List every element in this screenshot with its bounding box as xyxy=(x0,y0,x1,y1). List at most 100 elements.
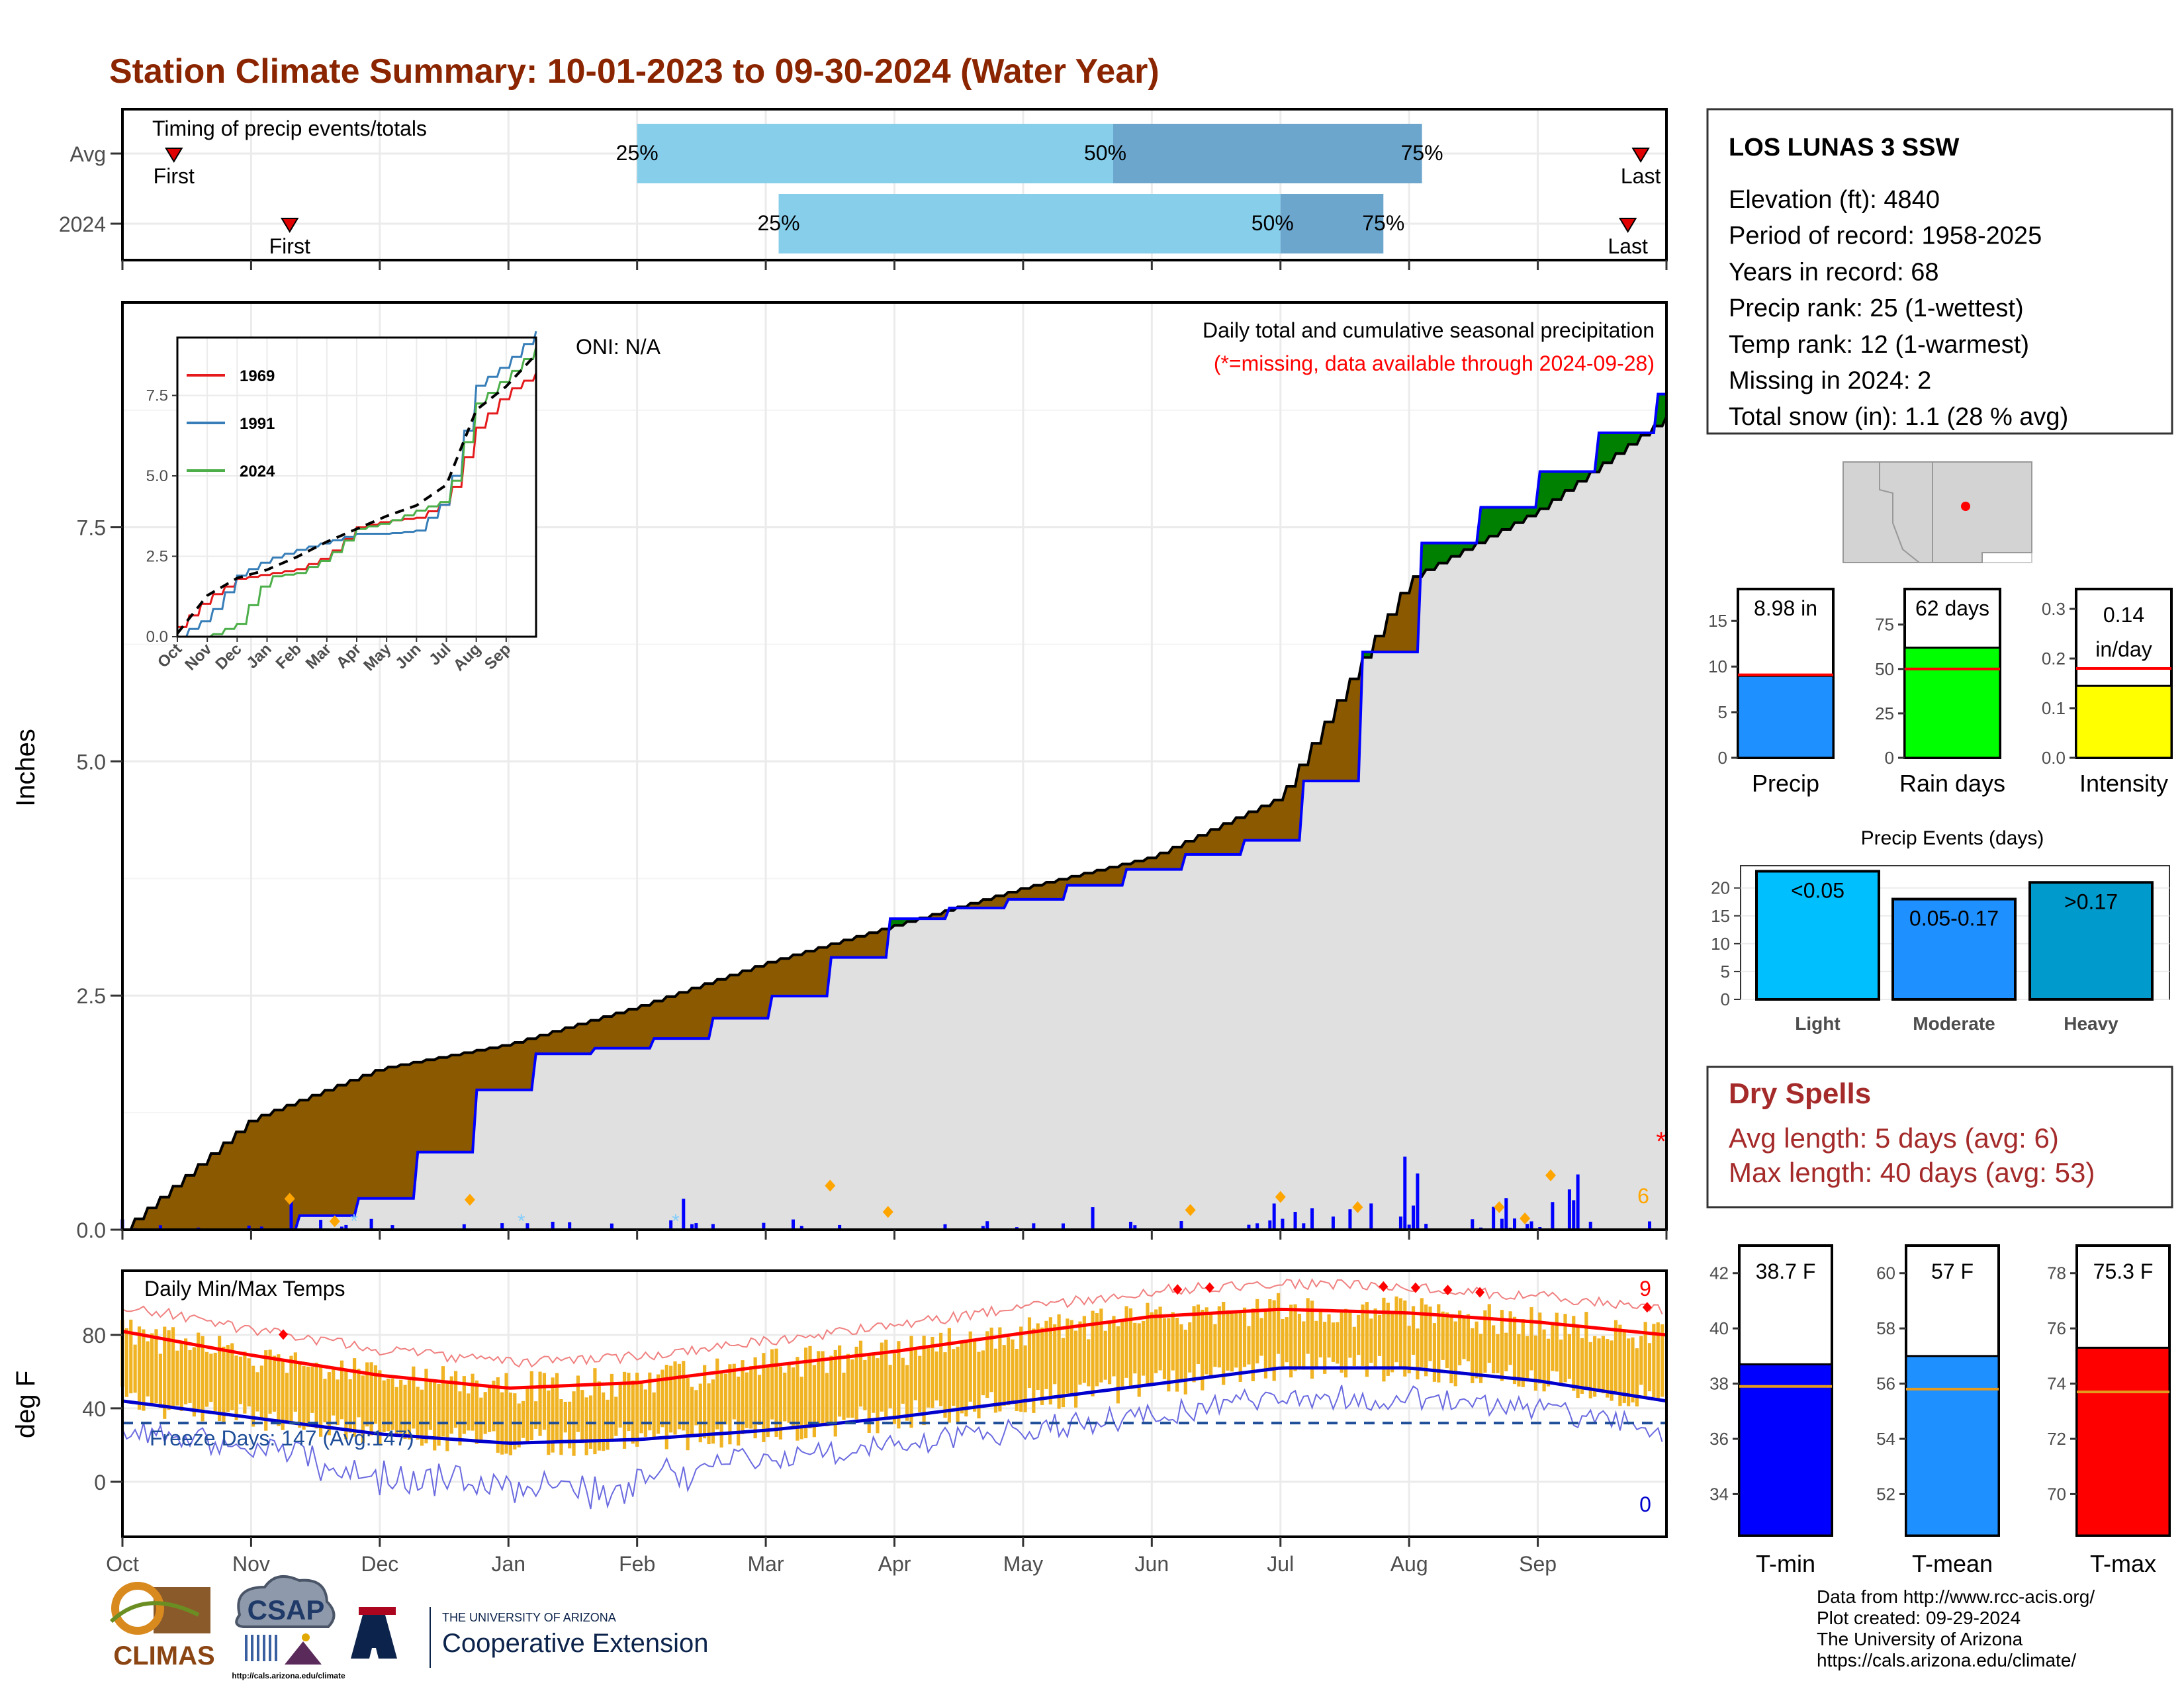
daily-temp-bar xyxy=(690,1387,694,1436)
daily-temp-bar xyxy=(694,1390,698,1425)
daily-temp-bar xyxy=(555,1373,559,1443)
daily-temp-bar xyxy=(445,1381,449,1451)
daily-temp-bar xyxy=(639,1383,643,1433)
temp-summary-fill xyxy=(1906,1356,1999,1535)
temp-summary-ytick-label: 56 xyxy=(1876,1374,1895,1394)
summary-bar-value: 8.98 in xyxy=(1754,596,1817,620)
daily-temp-bar xyxy=(1230,1314,1234,1372)
daily-precip-bar xyxy=(1310,1208,1314,1230)
daily-temp-bar xyxy=(1467,1314,1470,1361)
missing-count: 6 xyxy=(1637,1184,1649,1208)
daily-temp-bar xyxy=(1142,1321,1145,1376)
daily-precip-bar xyxy=(370,1219,373,1230)
summary-ytick-label: 0.1 xyxy=(2042,698,2066,718)
daily-temp-bar xyxy=(829,1355,833,1425)
summary-ytick-label: 10 xyxy=(1708,657,1727,676)
daily-temp-bar xyxy=(1323,1322,1326,1374)
daily-temp-bar xyxy=(745,1373,749,1428)
station-info-line: Temp rank: 12 (1-warmest) xyxy=(1729,331,2029,359)
temp-summary-ytick-label: 78 xyxy=(2047,1263,2066,1283)
daily-temp-bar xyxy=(180,1344,183,1411)
temp-summary-value: 57 F xyxy=(1931,1259,1974,1283)
temp-summary-ytick-label: 38 xyxy=(1709,1374,1729,1394)
timing-pct-25: 25% xyxy=(616,141,659,165)
daily-temp-bar xyxy=(1011,1340,1014,1403)
map-state-newmexico xyxy=(1933,462,2032,563)
precip-ylabel: Inches xyxy=(11,729,40,807)
first-event-label: First xyxy=(154,164,195,188)
daily-temp-bar xyxy=(1445,1312,1449,1368)
daily-precip-bar xyxy=(792,1220,795,1230)
daily-temp-bar xyxy=(209,1353,212,1402)
daily-temp-bar xyxy=(458,1391,461,1445)
daily-temp-bar xyxy=(522,1401,525,1438)
daily-temp-bar xyxy=(678,1364,681,1430)
month-label: Oct xyxy=(106,1552,139,1576)
daily-temp-bar xyxy=(703,1365,706,1439)
temp-panel-label: Daily Min/Max Temps xyxy=(144,1277,345,1301)
temp-summary-ytick-label: 52 xyxy=(1876,1484,1895,1504)
summary-ytick-label: 50 xyxy=(1875,659,1894,679)
daily-temp-bar xyxy=(1277,1293,1280,1354)
daily-temp-bar xyxy=(749,1366,752,1429)
daily-temp-bar xyxy=(1188,1322,1191,1373)
daily-temp-bar xyxy=(1390,1310,1394,1372)
temp-summary-ytick-label: 34 xyxy=(1709,1484,1729,1504)
daily-temp-bar xyxy=(825,1373,829,1426)
daily-temp-bar xyxy=(766,1367,770,1437)
daily-temp-bar xyxy=(310,1367,314,1413)
daily-precip-bar xyxy=(1471,1219,1474,1230)
daily-temp-bar xyxy=(1416,1328,1419,1379)
temp-summary-ytick-label: 70 xyxy=(2047,1484,2066,1504)
month-label: Nov xyxy=(232,1552,270,1576)
daily-temp-bar xyxy=(817,1351,820,1424)
daily-temp-bar xyxy=(1104,1331,1107,1380)
event-category-label: Light xyxy=(1795,1013,1840,1034)
daily-temp-bar xyxy=(1243,1308,1246,1367)
summary-bar-fill xyxy=(1905,648,2000,758)
daily-temp-bar xyxy=(273,1355,276,1411)
daily-precip-bar xyxy=(1492,1207,1495,1230)
daily-temp-bar xyxy=(1534,1336,1537,1391)
daily-temp-bar xyxy=(243,1351,246,1414)
station-info-line: Elevation (ft): 4840 xyxy=(1729,186,1940,214)
daily-temp-bar xyxy=(1332,1322,1335,1362)
daily-temp-bar xyxy=(1281,1319,1284,1370)
month-label: Sep xyxy=(1519,1552,1557,1576)
daily-temp-bar xyxy=(788,1364,791,1423)
daily-temp-bar xyxy=(846,1354,850,1418)
daily-temp-bar xyxy=(1171,1312,1175,1371)
temp-summary-ytick-label: 58 xyxy=(1876,1318,1895,1338)
month-label: Jun xyxy=(1135,1552,1169,1576)
daily-temp-bar xyxy=(125,1328,128,1397)
daily-temp-bar xyxy=(1108,1322,1111,1384)
daily-temp-bar xyxy=(1302,1321,1305,1369)
daily-temp-bar xyxy=(1247,1326,1250,1365)
inset-legend-label: 1969 xyxy=(240,367,275,385)
precip-ytick-label: 0.0 xyxy=(77,1218,106,1242)
daily-temp-bar xyxy=(1394,1297,1398,1362)
daily-temp-bar xyxy=(1369,1318,1373,1363)
daily-temp-bar xyxy=(1336,1322,1339,1364)
summary-ytick-label: 0.2 xyxy=(2042,649,2066,668)
last-event-label: Last xyxy=(1608,234,1648,258)
daily-temp-bar xyxy=(585,1397,588,1455)
daily-temp-bar xyxy=(1314,1321,1318,1370)
daily-temp-bar xyxy=(302,1366,305,1430)
record-high-count: 9 xyxy=(1639,1277,1651,1301)
daily-temp-bar xyxy=(619,1383,622,1428)
daily-temp-bar xyxy=(1066,1318,1069,1393)
summary-ytick-label: 0.3 xyxy=(2042,599,2066,619)
events-title: Precip Events (days) xyxy=(1861,827,2044,849)
credit-line: Data from http://www.rcc-acis.org/ xyxy=(1817,1586,2095,1607)
daily-temp-bar xyxy=(1340,1312,1343,1373)
daily-precip-bar xyxy=(1332,1216,1335,1230)
daily-temp-bar xyxy=(893,1353,896,1424)
daily-temp-bar xyxy=(1361,1304,1364,1366)
daily-temp-bar xyxy=(1099,1308,1103,1382)
station-info-line: Missing in 2024: 2 xyxy=(1729,367,1931,395)
daily-temp-bar xyxy=(927,1348,930,1408)
daily-temp-bar xyxy=(315,1363,318,1428)
event-category-label: Heavy xyxy=(2064,1013,2118,1034)
